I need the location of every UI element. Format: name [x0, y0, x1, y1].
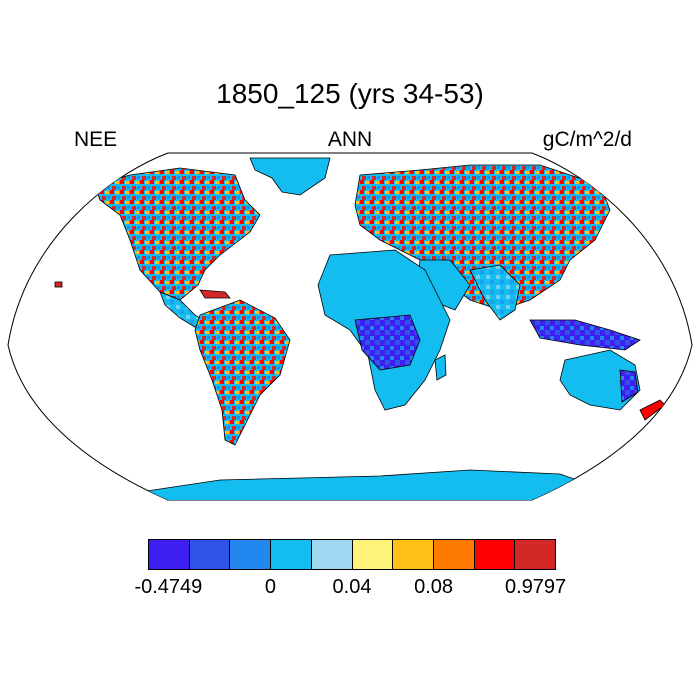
colorbar-swatch — [189, 540, 231, 569]
season-label: ANN — [327, 128, 373, 151]
colorbar-swatch — [474, 540, 516, 569]
colorbar-tick-label: -0.4749 — [134, 576, 203, 598]
variable-label: NEE — [74, 128, 118, 151]
colorbar-swatch — [271, 540, 312, 569]
hawaii — [54, 281, 63, 288]
australia — [559, 349, 641, 411]
south-asia — [469, 264, 521, 321]
australia-east — [619, 369, 639, 403]
colorbar-swatch — [311, 540, 353, 569]
antarctica — [139, 469, 601, 500]
colorbar-swatch — [149, 540, 190, 569]
colorbar-swatch — [230, 540, 272, 569]
africa-central — [354, 314, 421, 371]
colorbar — [148, 539, 556, 570]
greenland — [249, 157, 331, 196]
caribbean — [199, 289, 231, 299]
colorbar-swatch — [515, 540, 556, 569]
south-america — [194, 299, 291, 446]
colorbar-tick-label: 0 — [264, 576, 276, 598]
colorbar-tick-label: 0.08 — [414, 576, 454, 598]
units-label: gC/m^2/d — [542, 128, 632, 151]
colorbar-tick-label: 0.9797 — [505, 576, 567, 598]
madagascar — [434, 354, 447, 381]
colorbar-swatch — [393, 540, 434, 569]
indonesia — [529, 319, 641, 351]
colorbar-tick-label: 0.04 — [332, 576, 372, 598]
colorbar-swatch — [433, 540, 475, 569]
eurasia — [354, 164, 611, 311]
map-title: 1850_125 (yrs 34-53) — [216, 78, 484, 109]
north-america — [94, 167, 261, 301]
colorbar-swatch — [352, 540, 394, 569]
